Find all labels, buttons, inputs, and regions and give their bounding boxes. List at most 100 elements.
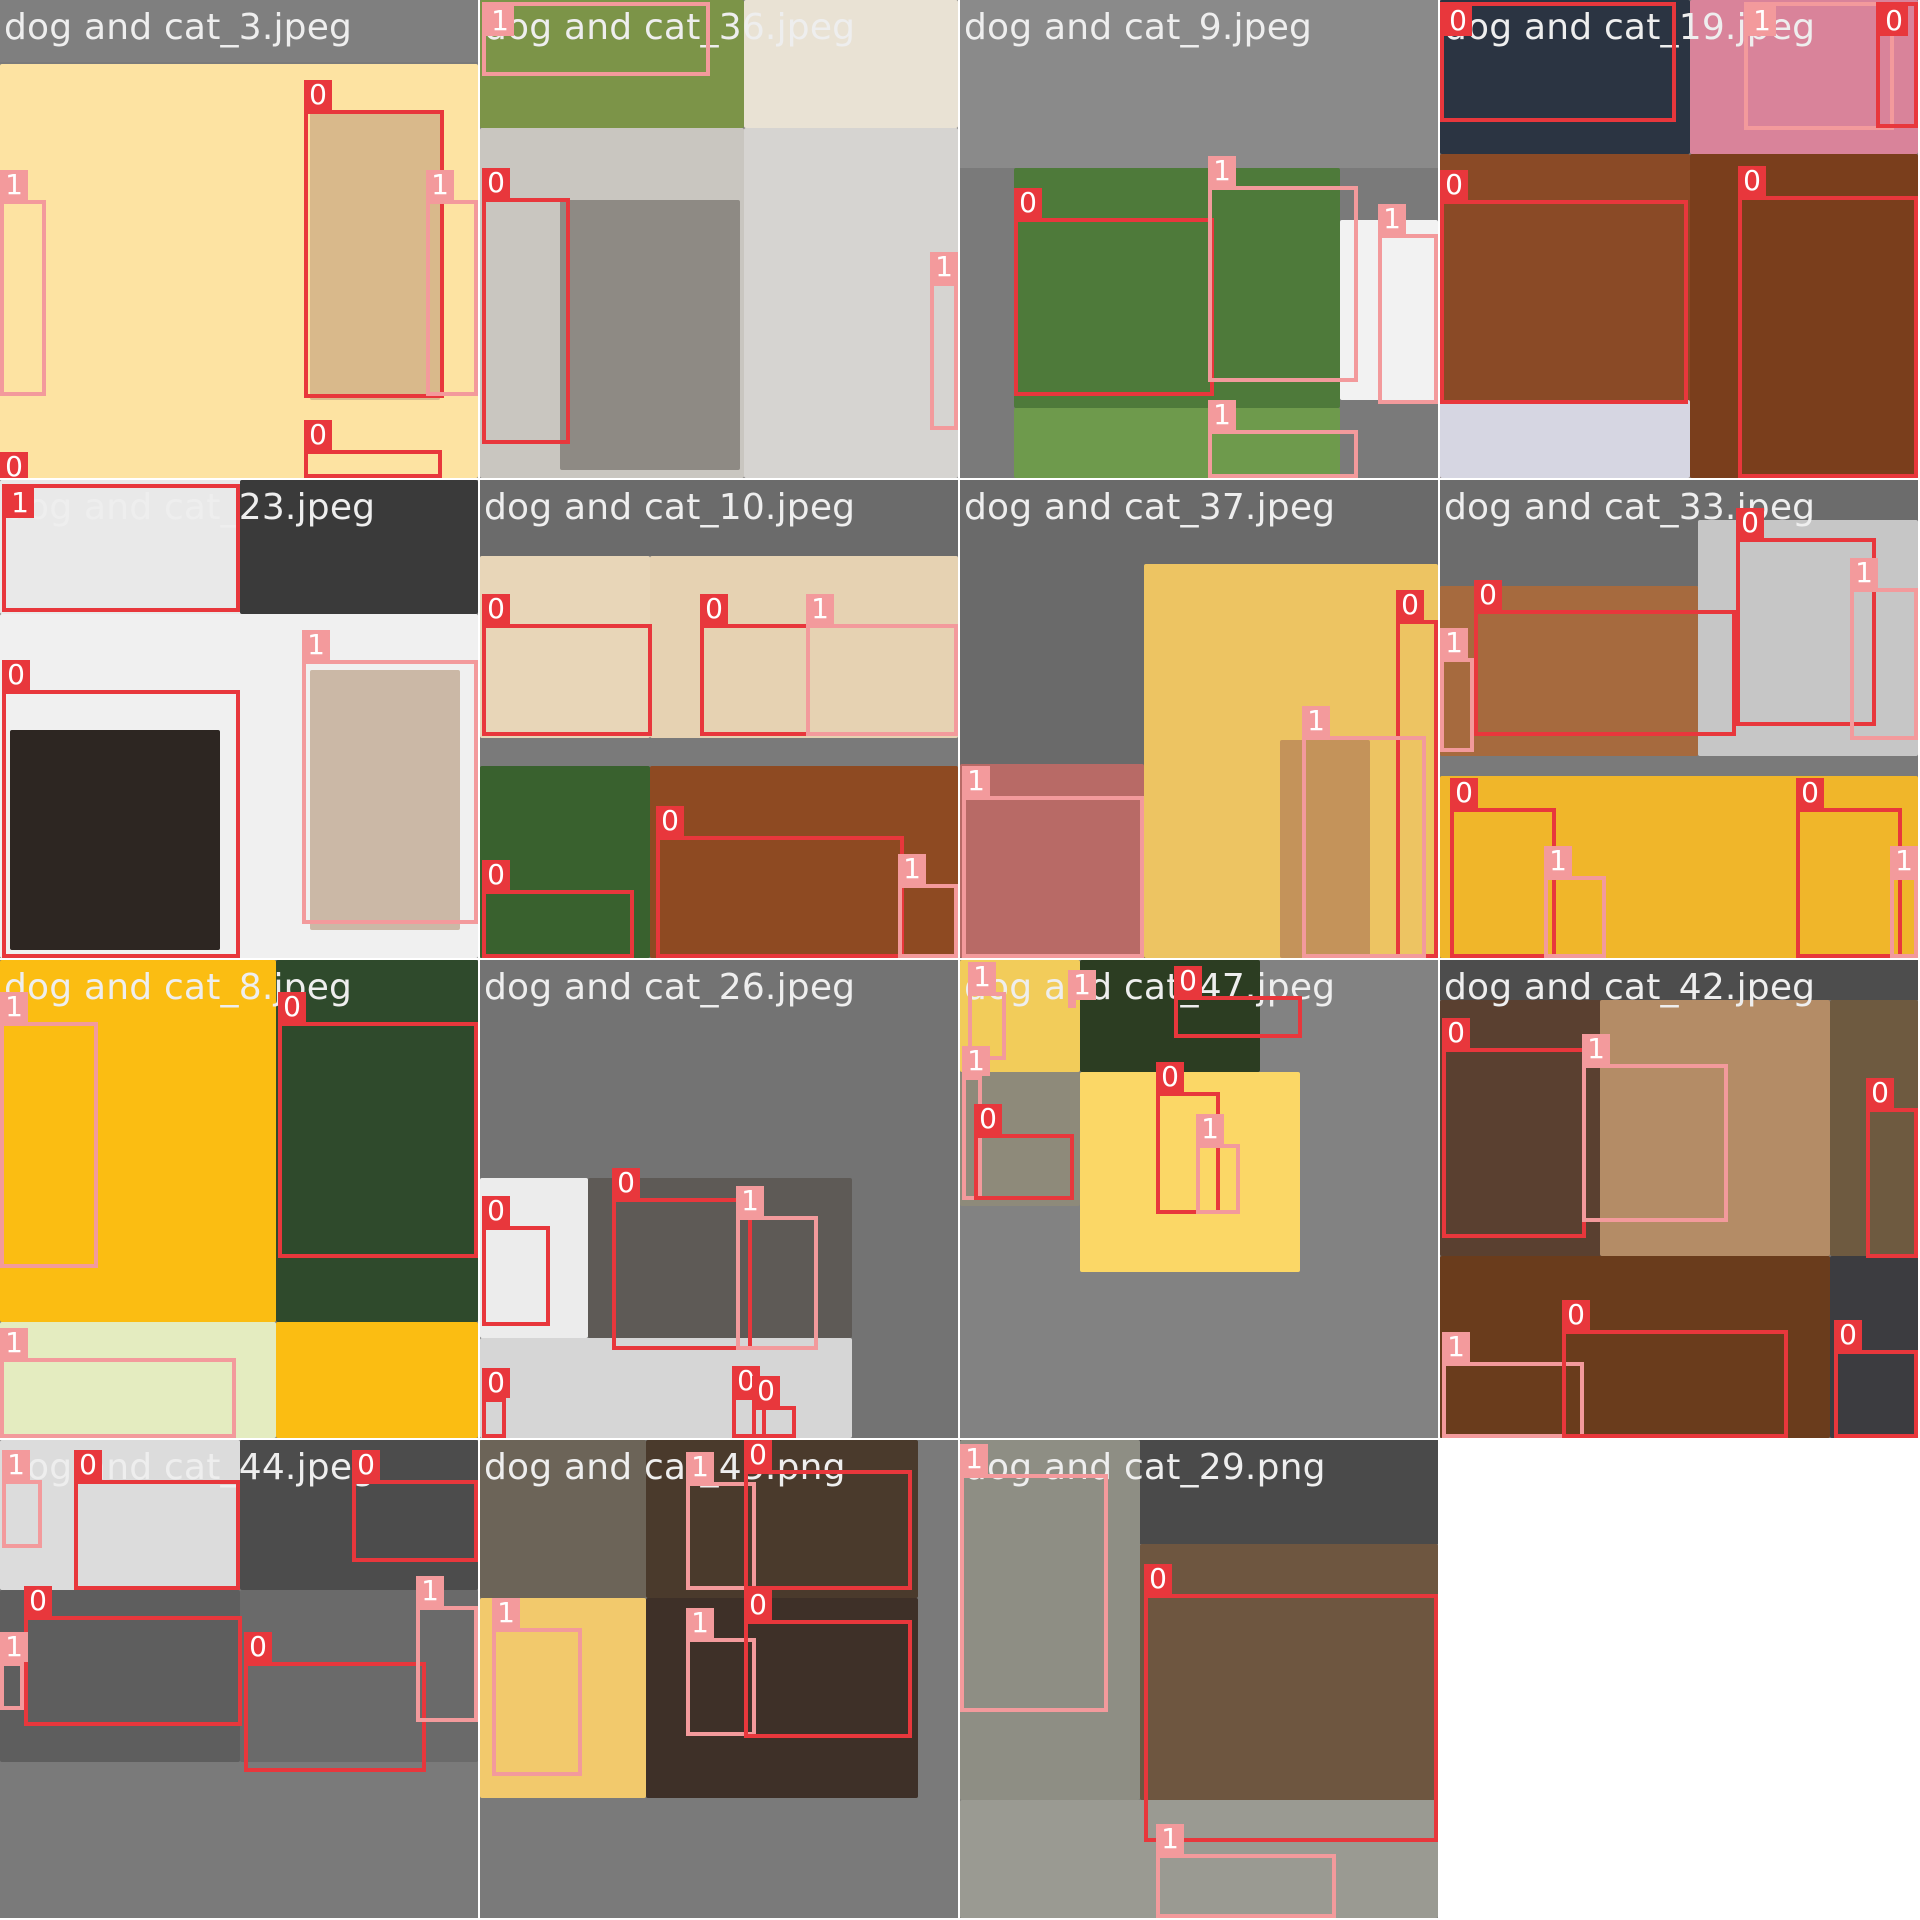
detection-box[interactable]: 0 bbox=[1440, 2, 1676, 122]
detection-box[interactable]: 0 bbox=[1736, 508, 1876, 726]
detection-box[interactable]: 0 bbox=[304, 80, 444, 398]
image-tile[interactable]: dog and cat_19.jpeg 0 1 0 0 0 bbox=[1440, 0, 1918, 478]
detection-box[interactable]: 1 bbox=[2, 1450, 42, 1548]
image-tile[interactable]: dog and cat_47.jpeg 1 1 0 1 0 0 1 bbox=[960, 960, 1438, 1438]
image-tile[interactable]: dog and cat_29.png 1 0 1 bbox=[960, 1440, 1438, 1918]
detection-box[interactable]: 1 bbox=[1890, 846, 1918, 958]
detection-box[interactable]: 1 bbox=[1208, 400, 1358, 478]
detection-box[interactable]: 1 bbox=[1068, 970, 1096, 1008]
detection-box[interactable]: 1 bbox=[898, 854, 958, 958]
detection-box[interactable]: 0 bbox=[752, 1376, 796, 1438]
image-region bbox=[960, 1800, 1438, 1918]
detection-box[interactable]: 1 bbox=[962, 766, 1144, 958]
detection-box[interactable]: 0 bbox=[612, 1168, 752, 1350]
image-region bbox=[1690, 154, 1918, 478]
box-label: 1 bbox=[1440, 628, 1468, 658]
image-region bbox=[1140, 1544, 1438, 1800]
image-region bbox=[1600, 1000, 1830, 1256]
detection-box[interactable]: 0 bbox=[482, 594, 652, 736]
detection-box[interactable]: 0 bbox=[1442, 1018, 1586, 1238]
detection-box[interactable]: 0 bbox=[656, 806, 904, 958]
detection-box[interactable]: 0 bbox=[74, 1450, 240, 1590]
detection-box[interactable]: 0 bbox=[1174, 966, 1302, 1038]
detection-box[interactable]: 1 bbox=[302, 630, 478, 924]
detection-box[interactable]: 0 bbox=[1144, 1564, 1438, 1842]
box-label: 0 bbox=[1474, 580, 1502, 610]
detection-box[interactable]: 1 bbox=[1440, 628, 1474, 752]
detection-box[interactable]: 1 bbox=[1208, 156, 1358, 382]
detection-box[interactable]: 1 bbox=[1582, 1034, 1728, 1222]
detection-box[interactable]: 1 bbox=[416, 1576, 478, 1722]
detection-box[interactable]: 1 bbox=[482, 2, 710, 76]
detection-box[interactable]: 0 bbox=[744, 1590, 912, 1738]
detection-box[interactable]: 0 bbox=[352, 1450, 478, 1562]
detection-box[interactable]: 1 bbox=[1156, 1824, 1336, 1918]
image-tile[interactable]: dog and cat_37.jpeg 0 1 1 bbox=[960, 480, 1438, 958]
detection-box[interactable]: 1 bbox=[962, 1046, 990, 1200]
detection-box[interactable]: 1 bbox=[1442, 1332, 1584, 1438]
detection-box[interactable]: 1 bbox=[1850, 558, 1918, 740]
detection-box[interactable]: 1 bbox=[1744, 2, 1894, 130]
detection-box[interactable]: 1 bbox=[0, 170, 46, 396]
box-label: 1 bbox=[486, 6, 514, 36]
box-label: 0 bbox=[1736, 508, 1764, 538]
detection-box[interactable]: 0 bbox=[1014, 188, 1214, 396]
image-tile[interactable]: dog and cat_9.jpeg 0 1 1 1 bbox=[960, 0, 1438, 478]
detection-box[interactable]: 0 bbox=[1156, 1062, 1220, 1214]
image-tile[interactable]: dog and cat_44.jpeg 1 0 0 0 1 0 1 bbox=[0, 1440, 478, 1918]
detection-box[interactable]: 1 bbox=[1544, 846, 1606, 958]
detection-box[interactable]: 0 bbox=[1738, 166, 1918, 478]
image-tile[interactable]: dog and cat_43.png 1 1 0 1 0 bbox=[480, 1440, 958, 1918]
detection-box[interactable]: 1 bbox=[0, 1632, 28, 1710]
detection-box[interactable]: 0 bbox=[1450, 778, 1556, 958]
detection-box[interactable]: 0 bbox=[278, 992, 478, 1258]
detection-box[interactable]: 0 bbox=[744, 1440, 912, 1590]
detection-box[interactable]: 0 bbox=[244, 1632, 426, 1772]
detection-box[interactable]: 0 bbox=[482, 860, 634, 958]
image-region bbox=[276, 1322, 478, 1438]
detection-box[interactable]: 0 bbox=[1866, 1078, 1918, 1258]
detection-box[interactable]: 1 bbox=[1302, 706, 1426, 958]
detection-box[interactable]: 0 bbox=[1474, 580, 1736, 736]
detection-box[interactable]: 1 bbox=[426, 170, 478, 396]
detection-box[interactable]: 1 bbox=[492, 1598, 582, 1776]
detection-box[interactable]: 0 bbox=[24, 1586, 242, 1726]
box-label: 1 bbox=[968, 962, 996, 992]
box-label: 0 bbox=[1444, 6, 1472, 36]
detection-box[interactable]: 1 bbox=[806, 594, 958, 736]
detection-box[interactable]: 0 bbox=[482, 1368, 510, 1438]
image-tile[interactable]: dog and cat_36.jpeg 1 0 1 bbox=[480, 0, 958, 478]
detection-box[interactable]: 0 bbox=[1796, 778, 1902, 958]
detection-box[interactable]: 0 bbox=[2, 660, 240, 958]
image-tile[interactable]: dog and cat_42.jpeg 0 1 0 1 0 0 bbox=[1440, 960, 1918, 1438]
box-label: 0 bbox=[1562, 1300, 1590, 1330]
detection-box[interactable]: 0 bbox=[1834, 1320, 1918, 1438]
detection-box[interactable]: 0 bbox=[482, 1196, 550, 1326]
detection-box[interactable]: 1 bbox=[0, 992, 98, 1268]
detection-box[interactable]: 1 bbox=[1196, 1114, 1240, 1214]
image-tile[interactable]: dog and cat_26.jpeg 0 0 1 0 0 0 bbox=[480, 960, 958, 1438]
box-label: 0 bbox=[1450, 778, 1478, 808]
detection-box[interactable]: 0 bbox=[974, 1104, 1074, 1200]
detection-box[interactable]: 1 bbox=[1378, 204, 1438, 404]
detection-box[interactable]: 1 bbox=[930, 252, 958, 430]
image-tile[interactable]: dog and cat_8.jpeg 1 0 1 bbox=[0, 960, 478, 1438]
detection-box[interactable]: 1 bbox=[0, 1328, 236, 1438]
detection-box[interactable]: 1 bbox=[686, 1452, 756, 1590]
detection-box[interactable]: 1 bbox=[960, 1444, 1108, 1712]
detection-box[interactable]: 0 bbox=[732, 1366, 766, 1438]
image-tile[interactable]: dog and cat_23.jpeg 1 0 1 bbox=[0, 480, 478, 958]
detection-box[interactable]: 0 bbox=[1440, 170, 1688, 404]
detection-box[interactable]: 0 bbox=[482, 168, 570, 444]
image-tile[interactable]: dog and cat_33.jpeg 0 1 0 1 0 1 0 1 bbox=[1440, 480, 1918, 958]
detection-box[interactable]: 1 bbox=[2, 484, 240, 612]
image-tile[interactable]: dog and cat_3.jpeg 0 1 1 0 0 bbox=[0, 0, 478, 478]
image-region bbox=[1080, 960, 1260, 1072]
detection-box[interactable]: 1 bbox=[736, 1186, 818, 1350]
image-tile[interactable]: dog and cat_10.jpeg 0 0 1 0 0 1 bbox=[480, 480, 958, 958]
box-label: 1 bbox=[416, 1576, 444, 1606]
detection-box[interactable]: 0 bbox=[1562, 1300, 1788, 1438]
detection-box[interactable]: 0 bbox=[1876, 2, 1918, 128]
detection-box[interactable]: 1 bbox=[686, 1608, 756, 1736]
detection-box[interactable]: 0 bbox=[304, 420, 442, 478]
